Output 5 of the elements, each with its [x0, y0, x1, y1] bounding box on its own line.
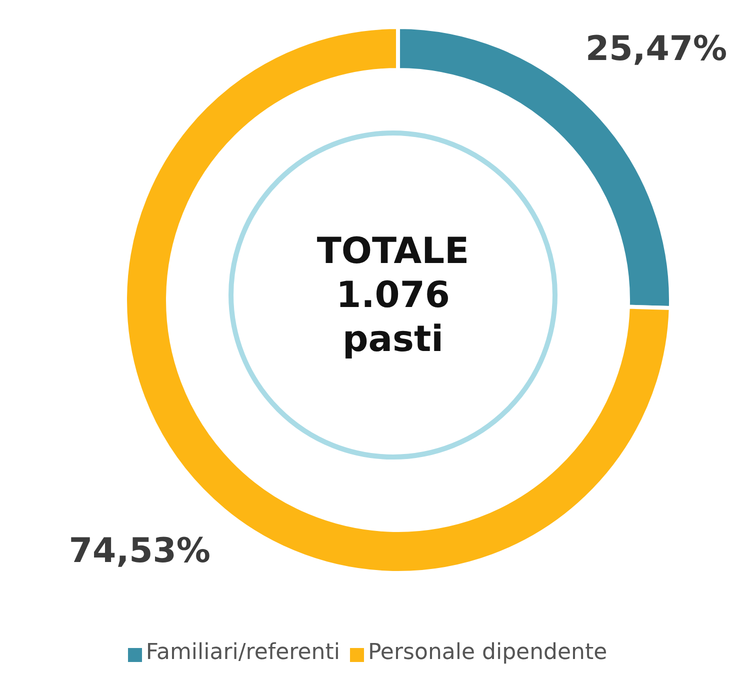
data-label: 25,47% — [585, 29, 728, 70]
text: TOTALE 1.076 pasti — [316, 231, 470, 360]
legend-label: Personale dipendente — [368, 640, 608, 665]
data-label: 74,53% — [68, 530, 211, 571]
legend-label: Familiari/referenti — [146, 640, 340, 665]
